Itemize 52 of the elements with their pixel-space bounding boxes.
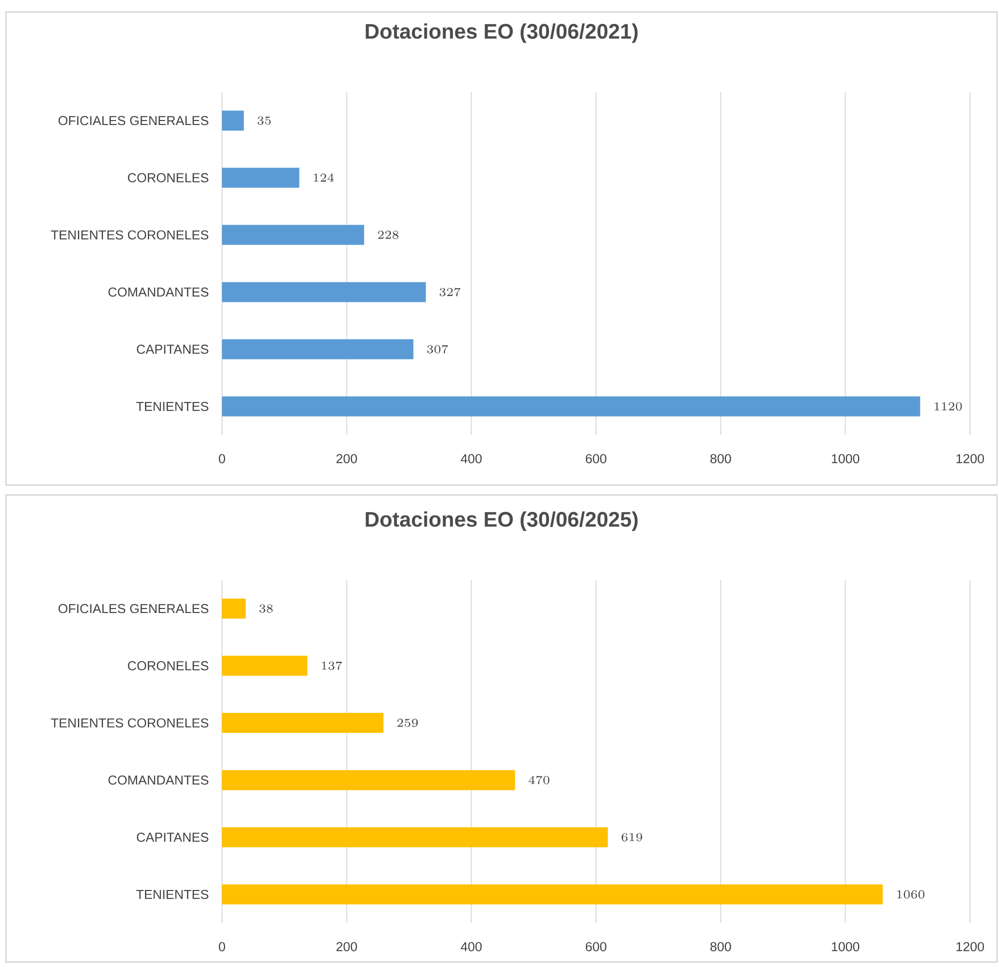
data-label: 470 bbox=[528, 776, 550, 784]
bar bbox=[222, 224, 364, 245]
y-tick-label: CAPITANES bbox=[136, 832, 208, 842]
bar bbox=[222, 827, 608, 848]
bar bbox=[222, 598, 246, 619]
x-tick-label: 800 bbox=[710, 942, 731, 952]
chart-title: Dotaciones EO (30/06/2021) bbox=[366, 23, 638, 43]
bar bbox=[222, 396, 920, 416]
data-label: 137 bbox=[322, 661, 342, 670]
data-label: 38 bbox=[260, 604, 273, 613]
data-label: 1060 bbox=[897, 890, 924, 899]
x-tick-label: 200 bbox=[336, 454, 357, 464]
y-tick-label: CAPITANES bbox=[136, 344, 208, 354]
data-label: 124 bbox=[314, 173, 334, 182]
y-tick-label: OFICIALES GENERALES bbox=[58, 116, 208, 126]
y-tick-label: TENIENTES bbox=[136, 890, 208, 900]
y-tick-label: CORONELES bbox=[128, 661, 208, 670]
bar bbox=[222, 884, 883, 904]
bar bbox=[222, 656, 308, 676]
x-tick-label: 0 bbox=[218, 454, 226, 464]
data-label: 307 bbox=[427, 344, 448, 354]
x-tick-label: 200 bbox=[336, 942, 357, 952]
bar bbox=[222, 168, 300, 188]
bar bbox=[222, 339, 414, 360]
y-tick-label: OFICIALES GENERALES bbox=[58, 604, 208, 614]
y-tick-label: CORONELES bbox=[128, 173, 208, 182]
x-tick-label: 600 bbox=[586, 942, 606, 952]
bar bbox=[222, 712, 384, 733]
x-tick-label: 1000 bbox=[832, 942, 860, 952]
bar bbox=[222, 110, 244, 131]
y-tick-label: TENIENTES bbox=[136, 402, 208, 412]
x-tick-label: 800 bbox=[710, 454, 731, 464]
x-tick-label: 0 bbox=[218, 942, 226, 952]
x-tick-label: 600 bbox=[586, 454, 606, 464]
x-tick-label: 1200 bbox=[956, 454, 984, 464]
chart-title: Dotaciones EO (30/06/2025) bbox=[366, 511, 638, 531]
data-label: 327 bbox=[440, 288, 461, 296]
x-tick-label: 1000 bbox=[832, 454, 860, 464]
data-label: 1120 bbox=[934, 402, 962, 411]
x-tick-label: 1200 bbox=[956, 942, 984, 952]
y-tick-label: TENIENTES CORONELES bbox=[51, 230, 208, 240]
x-tick-label: 400 bbox=[460, 454, 482, 464]
y-tick-label: COMANDANTES bbox=[108, 775, 208, 785]
data-label: 619 bbox=[622, 833, 642, 842]
data-label: 259 bbox=[397, 718, 418, 728]
bar bbox=[222, 770, 515, 790]
y-tick-label: COMANDANTES bbox=[108, 287, 208, 297]
data-label: 228 bbox=[378, 230, 398, 240]
y-tick-label: TENIENTES CORONELES bbox=[51, 718, 208, 728]
bar bbox=[222, 282, 426, 302]
x-tick-label: 400 bbox=[460, 942, 482, 952]
data-label: 35 bbox=[258, 116, 271, 125]
